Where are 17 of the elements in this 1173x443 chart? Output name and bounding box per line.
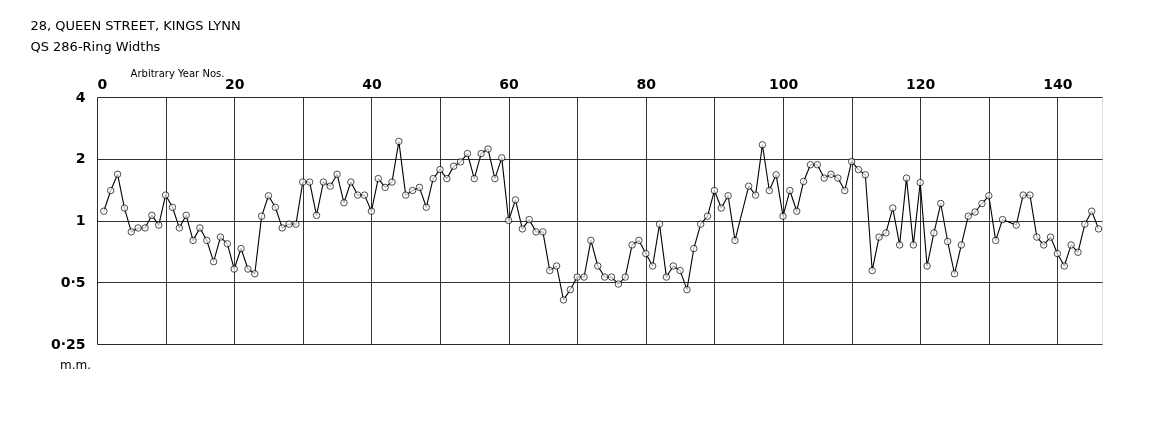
y-tick-label: 0·25 (50, 335, 86, 352)
x-tick-label: 80 (636, 75, 657, 92)
x-tick-label: 120 (906, 75, 936, 92)
chart-title: 28, QUEEN STREET, KINGS LYNN (30, 18, 241, 33)
chart-subtitle: QS 286-Ring Widths (30, 39, 161, 54)
x-axis-title: Arbitrary Year Nos. (130, 67, 225, 79)
y-axis-title: m.m. (59, 357, 92, 372)
y-tick-label: 1 (75, 212, 86, 228)
x-tick-label: 60 (499, 75, 520, 92)
x-tick-label: 140 (1043, 75, 1073, 92)
x-tick-label: 100 (768, 75, 799, 92)
x-tick-label: 0 (97, 75, 108, 92)
x-tick-label: 20 (224, 75, 245, 92)
x-tick-label: 40 (362, 75, 382, 92)
y-tick-label: 2 (75, 150, 86, 167)
y-tick-label: 4 (75, 88, 86, 105)
y-tick-label: 0·5 (60, 273, 86, 290)
